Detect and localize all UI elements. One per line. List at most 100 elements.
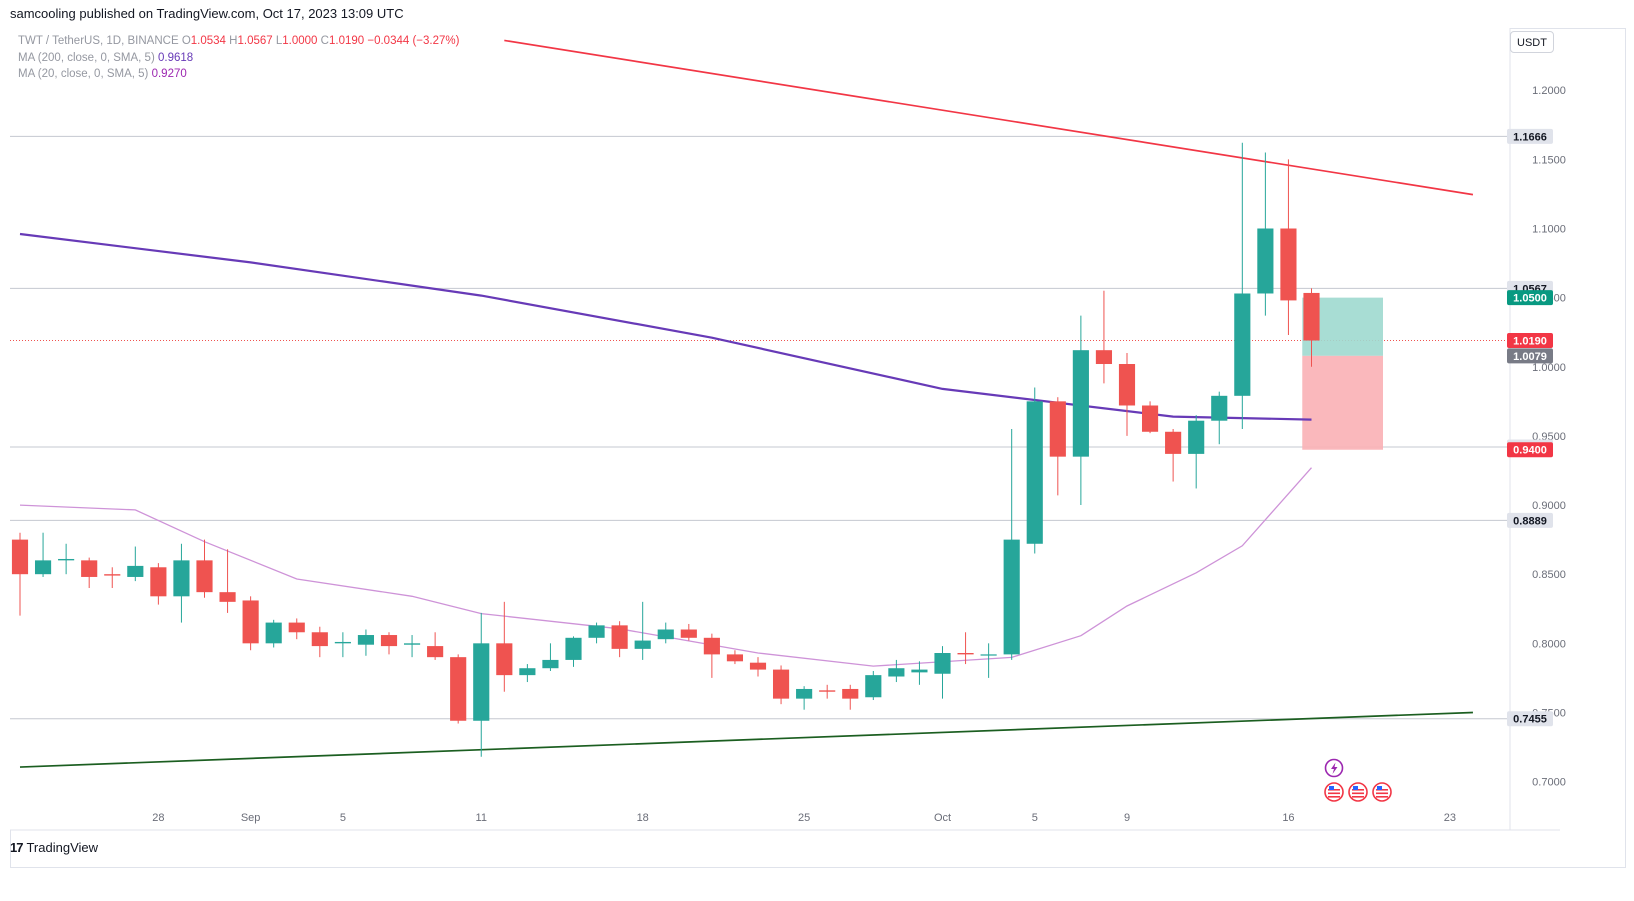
legend-ma200-label[interactable]: MA (200, close, 0, SMA, 5) <box>18 51 155 64</box>
candle[interactable] <box>657 622 674 644</box>
candle[interactable] <box>611 621 628 658</box>
candle[interactable] <box>127 546 144 582</box>
price-label-text: 0.8889 <box>1513 515 1547 527</box>
candle-body <box>450 657 467 721</box>
candle[interactable] <box>427 632 444 660</box>
candle[interactable] <box>726 650 744 665</box>
candle[interactable] <box>380 632 398 655</box>
price-label-background <box>1507 290 1553 306</box>
resistance-trendline[interactable] <box>504 39 1474 196</box>
price-label-text: 0.7455 <box>1513 714 1547 726</box>
candle[interactable] <box>196 539 213 598</box>
candle[interactable] <box>104 567 121 589</box>
price-tick-label: 1.0000 <box>1532 362 1566 374</box>
candle[interactable] <box>265 619 282 648</box>
candle[interactable] <box>150 563 167 605</box>
candle[interactable] <box>1003 429 1020 660</box>
candle[interactable] <box>865 670 882 701</box>
published-text: samcooling published on TradingView.com,… <box>10 6 404 21</box>
candle[interactable] <box>11 532 29 616</box>
candle[interactable] <box>888 659 905 683</box>
candle-body <box>173 560 190 597</box>
candle[interactable] <box>1141 401 1159 434</box>
candle-body <box>1118 364 1136 406</box>
candle-body <box>634 640 651 649</box>
candle[interactable] <box>1234 142 1251 429</box>
support-trendline[interactable] <box>19 711 1473 768</box>
legend-ma200-row[interactable]: MA (200, close, 0, SMA, 5) 0.9618 <box>18 50 459 67</box>
candle[interactable] <box>473 612 490 757</box>
candle[interactable] <box>242 596 259 651</box>
candle[interactable] <box>288 618 305 640</box>
candle[interactable] <box>634 601 651 660</box>
legend-close-label: C <box>320 35 329 47</box>
legend-ma20-label[interactable]: MA (20, close, 0, SMA, 5) <box>18 68 149 80</box>
legend-symbol[interactable]: TWT / TetherUS, 1D, BINANCE <box>18 35 179 47</box>
price-label-text: 1.0190 <box>1513 336 1547 348</box>
candle[interactable] <box>842 684 859 710</box>
candle[interactable] <box>911 661 928 685</box>
ma20-line <box>19 467 1312 667</box>
price-label-background <box>1507 348 1553 364</box>
candle[interactable] <box>1165 429 1182 482</box>
candle[interactable] <box>34 532 52 577</box>
legend-open-value: 1.0534 <box>190 35 226 47</box>
candle[interactable] <box>173 543 190 623</box>
candle[interactable] <box>1303 288 1320 367</box>
candle[interactable] <box>1280 159 1297 335</box>
event-icons[interactable] <box>1324 758 1392 802</box>
candle[interactable] <box>1188 415 1205 489</box>
candle[interactable] <box>934 646 951 699</box>
tradingview-footer[interactable]: 17 TradingView <box>10 838 98 858</box>
legend-close-value: 1.0190 <box>328 35 365 47</box>
candle[interactable] <box>1072 315 1089 506</box>
candle[interactable] <box>1049 397 1066 496</box>
candle[interactable] <box>403 635 421 658</box>
legend-ohlc-row[interactable]: TWT / TetherUS, 1D, BINANCE O1.0534 H1.0… <box>18 33 459 50</box>
candle[interactable] <box>334 632 351 658</box>
candle[interactable] <box>680 623 697 641</box>
candle[interactable] <box>565 636 582 667</box>
legend-ma20-row[interactable]: MA (20, close, 0, SMA, 5) 0.9270 <box>18 66 459 83</box>
candle[interactable] <box>311 626 328 658</box>
candle[interactable] <box>980 643 997 678</box>
candle[interactable] <box>796 686 813 710</box>
candle[interactable] <box>450 654 467 724</box>
footer-brand[interactable]: TradingView <box>26 840 99 855</box>
candle[interactable] <box>1026 387 1043 554</box>
candle-body <box>1026 401 1043 544</box>
candle[interactable] <box>357 629 375 656</box>
candle-body <box>1072 350 1089 457</box>
candle[interactable] <box>819 684 836 699</box>
time-tick-label: 5 <box>1032 812 1038 824</box>
candle[interactable] <box>1118 352 1136 436</box>
candle[interactable] <box>58 543 75 575</box>
legend-low-label: L <box>275 35 283 47</box>
candle[interactable] <box>588 622 605 644</box>
candle[interactable] <box>219 549 236 613</box>
candle[interactable] <box>1095 290 1113 384</box>
candle-body <box>657 629 674 640</box>
currency-button[interactable]: USDT <box>1510 31 1554 53</box>
candle[interactable] <box>957 632 974 665</box>
us-flag-icon[interactable] <box>1348 782 1368 802</box>
candle[interactable] <box>542 643 559 671</box>
candle[interactable] <box>496 601 513 692</box>
price-tick-label: 0.7000 <box>1532 777 1566 789</box>
candle[interactable] <box>772 665 790 705</box>
candle-body <box>334 641 351 644</box>
candle[interactable] <box>1257 152 1274 316</box>
position-stop-zone[interactable] <box>1302 355 1383 450</box>
us-flag-icon[interactable] <box>1324 782 1344 802</box>
trendlines[interactable] <box>19 39 1474 768</box>
us-flag-icon[interactable] <box>1372 782 1392 802</box>
candle-body <box>1280 228 1297 301</box>
candle[interactable] <box>1211 391 1228 445</box>
candle[interactable] <box>81 557 98 589</box>
candle-body <box>611 625 628 649</box>
candle[interactable] <box>519 664 536 683</box>
candle-body <box>1234 293 1251 396</box>
candle[interactable] <box>749 657 767 677</box>
candle[interactable] <box>703 633 720 678</box>
